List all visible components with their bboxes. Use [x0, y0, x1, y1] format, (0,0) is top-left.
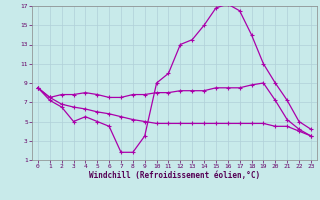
X-axis label: Windchill (Refroidissement éolien,°C): Windchill (Refroidissement éolien,°C): [89, 171, 260, 180]
